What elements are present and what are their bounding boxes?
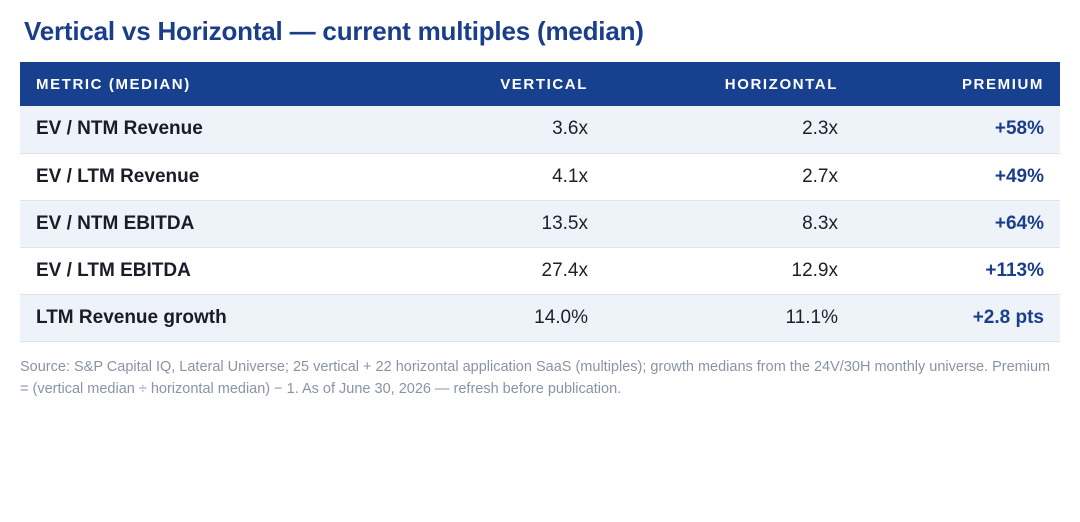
premium-cell: +2.8 pts xyxy=(972,306,1044,328)
metric-cell: EV / NTM EBITDA xyxy=(36,212,195,234)
metric-cell: LTM Revenue growth xyxy=(36,306,227,328)
vertical-cell: 27.4x xyxy=(541,259,588,281)
header-horizontal: HORIZONTAL xyxy=(724,75,838,93)
metric-cell: EV / LTM EBITDA xyxy=(36,259,191,281)
table-row: LTM Revenue growth 14.0% 11.1% +2.8 pts xyxy=(20,294,1060,341)
vertical-cell: 14.0% xyxy=(534,306,588,328)
metric-cell: EV / LTM Revenue xyxy=(36,165,200,187)
premium-cell: +64% xyxy=(994,212,1044,234)
source-note: Source: S&P Capital IQ, Lateral Universe… xyxy=(20,359,1051,397)
horizontal-cell: 11.1% xyxy=(785,306,838,328)
header-vertical: VERTICAL xyxy=(500,75,588,93)
multiples-table: METRIC (MEDIAN) VERTICAL HORIZONTAL PREM… xyxy=(20,62,1060,342)
horizontal-cell: 12.9x xyxy=(791,259,838,281)
horizontal-cell: 2.3x xyxy=(802,118,838,140)
table-row: EV / LTM Revenue 4.1x 2.7x +49% xyxy=(20,153,1060,200)
vertical-cell: 3.6x xyxy=(552,118,588,140)
page-title: Vertical vs Horizontal — current multipl… xyxy=(24,16,644,46)
vertical-cell: 4.1x xyxy=(552,165,588,187)
premium-cell: +113% xyxy=(985,259,1044,281)
table-row: EV / NTM EBITDA 13.5x 8.3x +64% xyxy=(20,200,1060,247)
table-row: EV / NTM Revenue 3.6x 2.3x +58% xyxy=(20,106,1060,153)
horizontal-cell: 2.7x xyxy=(802,165,838,187)
premium-cell: +58% xyxy=(994,118,1044,140)
table-row: EV / LTM EBITDA 27.4x 12.9x +113% xyxy=(20,247,1060,294)
header-row: METRIC (MEDIAN) VERTICAL HORIZONTAL PREM… xyxy=(20,62,1060,106)
table-header: METRIC (MEDIAN) VERTICAL HORIZONTAL PREM… xyxy=(20,62,1060,106)
header-premium: PREMIUM xyxy=(961,75,1044,93)
table-body: EV / NTM Revenue 3.6x 2.3x +58% EV / LTM… xyxy=(20,106,1060,341)
premium-cell: +49% xyxy=(994,165,1044,187)
metric-cell: EV / NTM Revenue xyxy=(36,118,203,140)
horizontal-cell: 8.3x xyxy=(802,212,838,234)
header-metric: METRIC (MEDIAN) xyxy=(36,75,191,93)
vertical-cell: 13.5x xyxy=(541,212,588,234)
